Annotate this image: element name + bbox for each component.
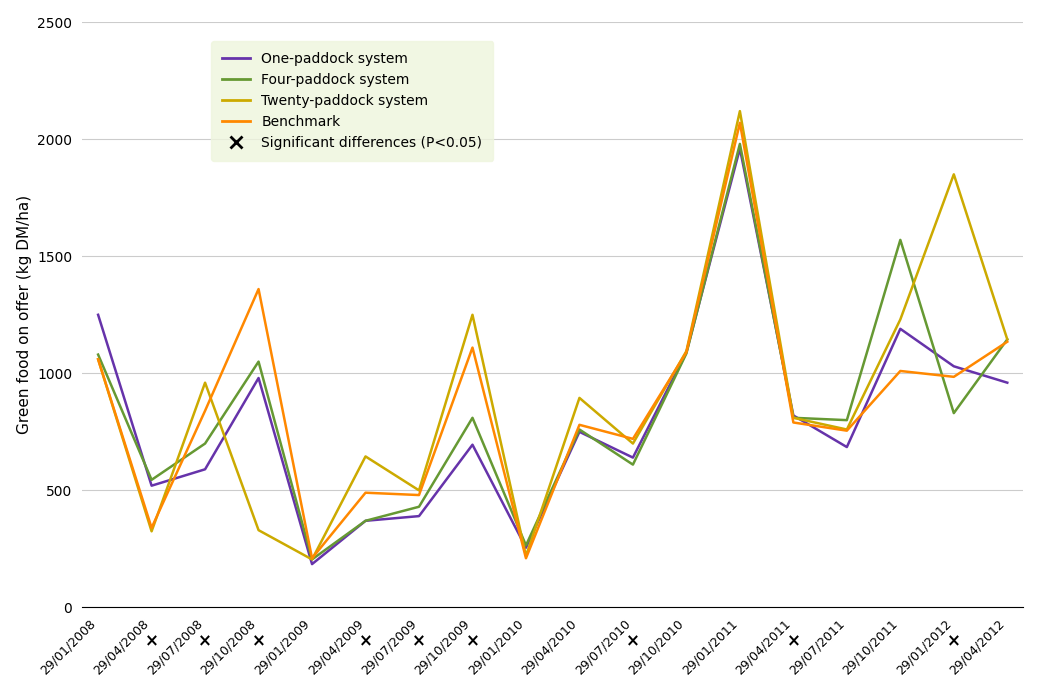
Text: ×: × (466, 632, 479, 650)
Text: ×: × (412, 632, 426, 650)
Text: ×: × (946, 632, 961, 650)
Text: ×: × (359, 632, 372, 650)
Text: ×: × (145, 632, 158, 650)
Legend: One-paddock system, Four-paddock system, Twenty-paddock system, Benchmark, Signi: One-paddock system, Four-paddock system,… (211, 41, 494, 161)
Y-axis label: Green food on offer (kg DM/ha): Green food on offer (kg DM/ha) (17, 195, 31, 434)
Text: ×: × (626, 632, 640, 650)
Text: ×: × (252, 632, 265, 650)
Text: ×: × (786, 632, 801, 650)
Text: ×: × (199, 632, 212, 650)
